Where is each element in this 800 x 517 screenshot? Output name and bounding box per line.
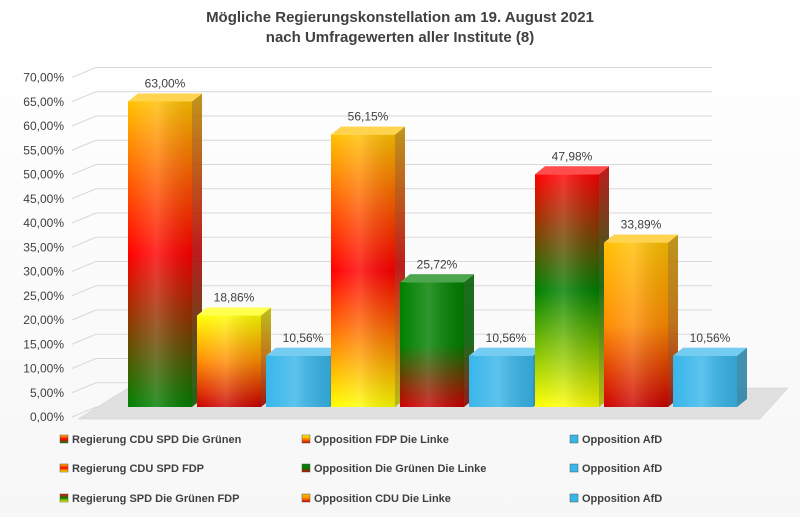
data-label: 33,89%: [621, 218, 662, 232]
bar-top-shine: [469, 347, 543, 356]
bar-top-shine: [535, 166, 609, 175]
bar-shine: [400, 282, 464, 407]
y-tick-label: 35,00%: [23, 240, 64, 254]
y-tick-label: 15,00%: [23, 337, 64, 351]
legend-swatch: [59, 463, 69, 473]
gridline-diagonal: [71, 91, 97, 103]
bar-side: [737, 347, 747, 407]
legend-swatch: [301, 463, 311, 473]
data-label: 10,56%: [283, 331, 324, 345]
data-label: 56,15%: [348, 110, 389, 124]
bar-shine: [535, 174, 599, 407]
bar-top-shine: [266, 347, 340, 356]
y-tick-label: 0,00%: [30, 410, 64, 424]
y-tick-label: 10,00%: [23, 362, 64, 376]
y-tick-label: 40,00%: [23, 216, 64, 230]
legend: Regierung CDU SPD Die Grünen Opposition F…: [59, 434, 662, 505]
legend-swatch: [59, 493, 69, 503]
legend-label: Opposition FDP Die Linke: [314, 434, 449, 446]
bar-top: [266, 347, 340, 356]
bar-top: [128, 93, 202, 102]
gridline-diagonal: [71, 164, 97, 175]
legend-swatch: [301, 434, 311, 444]
legend-label: Opposition Die Grünen Die Linke: [314, 463, 486, 475]
legend-swatch: [569, 434, 579, 444]
gridline-diagonal: [71, 188, 97, 200]
data-labels: 63,00% 18,86% 10,56% 56,15% 25,72% 10,56% 47,9…: [145, 76, 731, 344]
y-tick-label: 55,00%: [23, 143, 64, 157]
bar-top-shine: [400, 274, 474, 283]
bar-top-shine: [604, 234, 678, 243]
legend-swatch: [301, 493, 311, 503]
legend-label: Regierung CDU SPD FDP: [72, 463, 204, 475]
bar-shine: [266, 355, 330, 407]
bar-shine: [469, 355, 533, 407]
gridline-diagonal: [71, 212, 97, 224]
bar-top: [604, 234, 678, 243]
legend-swatch: [569, 493, 579, 503]
bar-top: [331, 126, 405, 135]
bar-top: [535, 166, 609, 175]
legend-label: Opposition AfD: [582, 463, 662, 475]
gridline-diagonal: [71, 358, 97, 369]
gridline-diagonal: [71, 115, 97, 127]
bar-top-shine: [197, 307, 271, 316]
bar-side-shade: [737, 347, 747, 407]
legend-label: Regierung SPD Die Grünen FDP: [72, 493, 239, 505]
y-tick-label: 70,00%: [23, 71, 64, 85]
y-tick-label: 45,00%: [23, 192, 64, 206]
y-tick-label: 20,00%: [23, 313, 64, 327]
legend-label: Opposition CDU Die Linke: [314, 493, 451, 505]
legend-label: Opposition AfD: [582, 434, 662, 446]
bar-top: [197, 307, 271, 316]
y-tick-label: 50,00%: [23, 168, 64, 182]
legend-swatch: [569, 463, 579, 473]
gridline-diagonal: [71, 139, 97, 151]
y-tick-label: 5,00%: [30, 386, 64, 400]
bar-top-shine: [128, 93, 202, 102]
bar-shine: [673, 355, 737, 407]
data-label: 10,56%: [690, 331, 731, 345]
gridline-diagonal: [71, 285, 97, 297]
chart-subtitle: nach Umfragewerten aller Institute (8): [266, 29, 534, 46]
data-label: 63,00%: [145, 76, 186, 90]
bar-layer: [128, 93, 747, 408]
bar-top: [400, 274, 474, 283]
y-axis: 0,00% 5,00% 10,00% 15,00% 20,00% 25,00% 30,00%…: [23, 71, 64, 425]
gridline-diagonal: [71, 333, 97, 345]
gridline-diagonal: [71, 261, 97, 272]
legend-label: Opposition AfD: [582, 493, 662, 505]
gridline-diagonal: [71, 406, 97, 418]
data-label: 47,98%: [552, 149, 593, 163]
legend-label: Regierung CDU SPD Die Grünen: [72, 434, 242, 446]
gridline-diagonal: [71, 67, 97, 78]
data-label: 18,86%: [214, 291, 255, 305]
y-tick-label: 30,00%: [23, 265, 64, 279]
bar-top: [673, 347, 747, 356]
y-tick-label: 60,00%: [23, 119, 64, 133]
bar-shine: [331, 134, 395, 408]
bar-top-shine: [673, 347, 747, 356]
bar-shine: [128, 101, 192, 407]
y-tick-label: 25,00%: [23, 289, 64, 303]
data-label: 10,56%: [486, 331, 527, 345]
gridline-diagonal: [71, 236, 97, 248]
legend-swatch: [59, 434, 69, 444]
bar-shine: [604, 242, 668, 407]
chart-title: Mögliche Regierungskonstellation am 19. …: [206, 9, 594, 26]
gridline-diagonal: [71, 309, 97, 321]
gridline-diagonal: [71, 382, 97, 394]
data-label: 25,72%: [417, 257, 458, 271]
bar-top: [469, 347, 543, 356]
y-tick-label: 65,00%: [23, 95, 64, 109]
bar-shine: [197, 315, 261, 407]
bar-top-shine: [331, 126, 405, 135]
